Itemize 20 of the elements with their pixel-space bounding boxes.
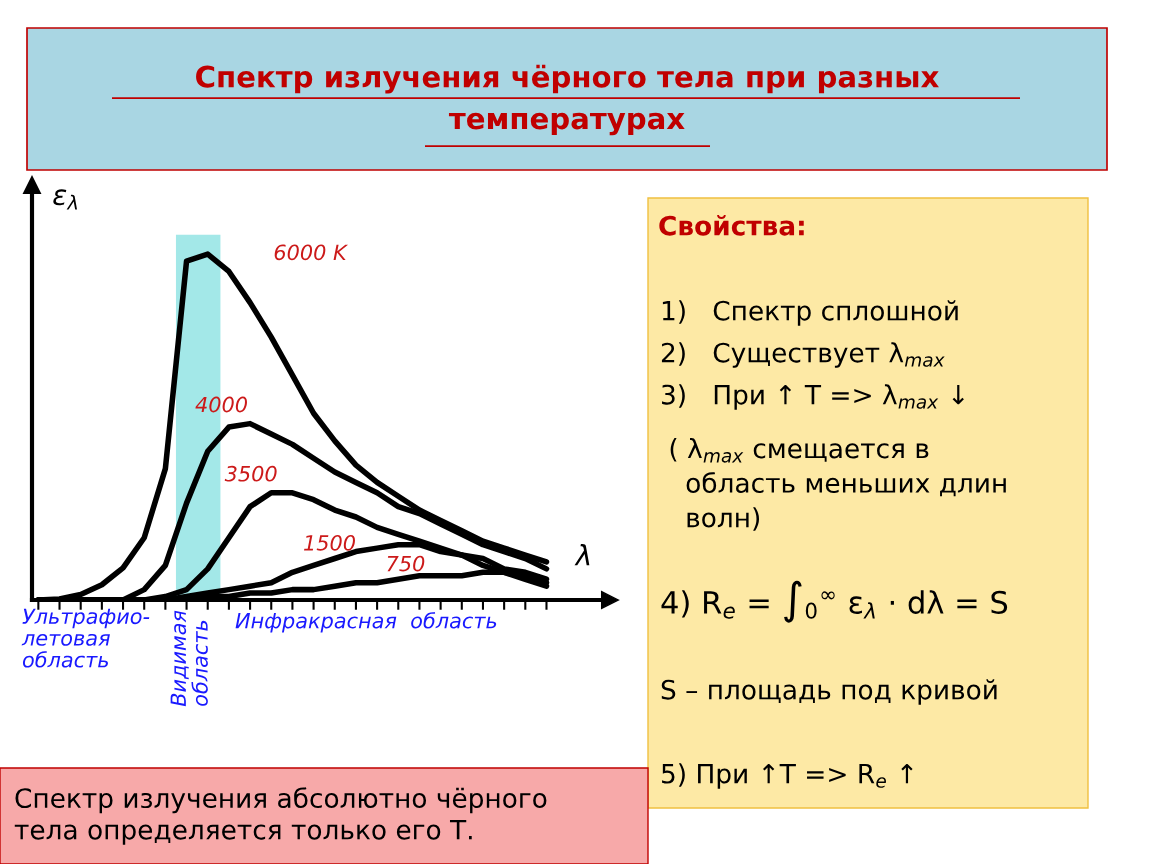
text: 4) R$_{e}$ = ∫$_{0}$$^{∞}$ ε$_{λ}$ · dλ = S <box>661 580 1008 623</box>
text: 6000 K <box>274 244 349 261</box>
text: Инфракрасная область <box>235 612 497 633</box>
text: Свойства: <box>659 215 804 236</box>
text: S – площадь под кривой <box>661 679 997 705</box>
series-label: 4000 <box>195 396 247 413</box>
series-label: 3500 <box>224 465 277 482</box>
series-label: 750 <box>387 555 425 572</box>
text: ( λ$_{max}$ смещается в область меньших длин волн) <box>670 438 1006 531</box>
text: 5) При ↑T => R$_{e}$ ↑ <box>662 763 913 789</box>
text: 1) Спектр сплошной <box>662 300 958 326</box>
text: Спектр излучения абсолютно чёрного тела определяется только его Т. <box>14 787 547 845</box>
text: 2) Существует λ$_{max}$ <box>661 342 945 368</box>
y-axis-title: ε$_{λ}$ <box>53 189 77 210</box>
x-axis-title: λ <box>574 544 590 566</box>
chart-title: Спектр излучения чёрного тела при разных температурах <box>196 64 939 136</box>
text: 3) При ↑ T => λ$_{max}$ ↓ <box>662 384 964 410</box>
series-label: 1500 <box>304 534 355 551</box>
text: Ультрафио- летовая область <box>21 608 150 668</box>
text: Видимая область <box>170 610 208 707</box>
